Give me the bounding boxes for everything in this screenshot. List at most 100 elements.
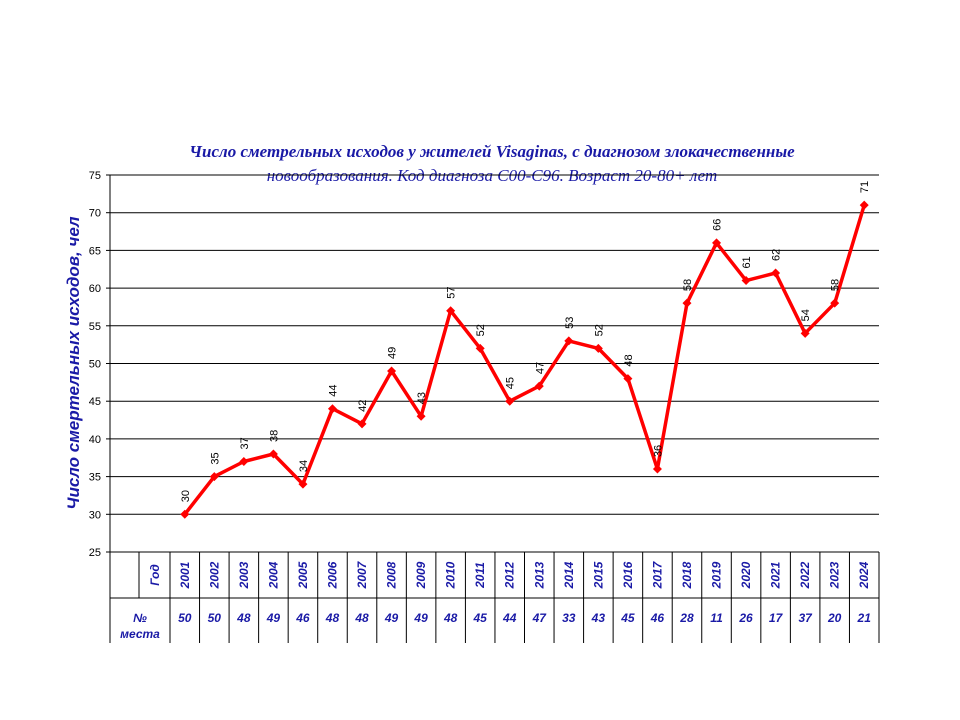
data-point-marker [534,381,544,391]
x-tick-label: 2017 [650,560,664,589]
y-tick-label: 75 [89,170,101,182]
y-tick-label: 25 [89,547,101,559]
x-tick-label: 2016 [621,561,635,589]
data-point-marker [239,457,249,467]
y-axis-label: Число смертельных исходов, чел [64,216,83,510]
series-line-path [183,204,866,516]
data-label: 53 [564,317,576,329]
x-tick-label: 2012 [503,561,517,589]
table-header-place-line2: места [120,627,160,641]
table-place-value: 46 [295,611,310,625]
chart-title: Число сметрельных исходов у жителей Visa… [189,142,795,161]
x-tick-label: 2022 [798,561,812,589]
table-place-value: 17 [769,611,784,625]
data-label: 48 [623,354,635,366]
data-point-marker [830,298,840,308]
data-label: 61 [741,256,753,268]
table-place-value: 28 [679,611,694,625]
data-point-marker [475,343,485,353]
x-tick-label: 2007 [355,560,369,589]
y-tick-label: 65 [89,245,101,257]
x-tick-label: 2018 [680,561,694,589]
y-tick-labels: 25 30 35 40 45 50 55 60 65 70 75 [89,170,101,559]
x-tick-label: 2006 [325,561,339,589]
data-label: 38 [268,430,280,442]
table-place-value: 49 [413,611,428,625]
table-place-value: 49 [266,611,281,625]
data-label: 30 [180,490,192,502]
data-label: 49 [387,347,399,359]
data-point-marker [209,472,219,482]
table-place-value: 44 [502,611,517,625]
data-label: 62 [771,249,783,261]
data-point-marker [416,411,426,421]
data-label: 34 [298,460,310,472]
table-header-place-line1: № [133,611,147,625]
x-tick-label: 2020 [739,561,753,589]
table-place-value: 33 [562,611,576,625]
data-point-marker [298,479,308,489]
table-place-value: 48 [354,611,369,625]
data-label: 52 [593,324,605,336]
table-place-value: 49 [384,611,399,625]
x-tick-label: 2001 [178,561,192,589]
table-place-value: 50 [178,611,192,625]
data-point-marker [859,200,869,210]
table-place-value: 11 [710,611,723,625]
table-place-value: 26 [738,611,753,625]
data-point-marker [387,366,397,376]
y-tick-label: 70 [89,208,101,220]
data-label: 66 [712,219,724,231]
table-place-value: 47 [532,611,548,625]
data-point-marker [771,268,781,278]
y-tick-label: 30 [89,509,101,521]
x-tick-label: 2004 [266,561,280,589]
table-place-value: 46 [650,611,665,625]
data-point-marker [652,464,662,474]
x-tick-label: 2005 [296,561,310,589]
data-point-marker [268,449,278,459]
data-point-marker [327,404,337,414]
x-tick-label: 2014 [562,561,576,589]
x-tick-label: 2009 [414,561,428,589]
y-tick-label: 50 [89,359,101,371]
x-tick-label: 2015 [591,561,605,589]
data-point-marker [593,343,603,353]
data-point-marker [623,374,633,384]
data-point-marker [180,509,190,519]
x-tick-label: 2008 [385,561,399,589]
data-label: 35 [209,452,221,464]
table-header-year: Год [148,564,162,586]
data-label: 57 [446,286,458,298]
data-label: 58 [830,279,842,291]
data-point-marker [357,419,367,429]
x-tick-label: 2021 [769,561,783,589]
data-point-marker [446,306,456,316]
x-tick-label: 2013 [532,561,546,589]
data-label: 36 [652,445,664,457]
data-table: Год № места 2001 50 2002 50 2003 48 2004 49 2005 46 2… [109,552,880,643]
data-label: 37 [239,437,251,449]
data-label: 45 [505,377,517,389]
gridlines [110,174,879,515]
series-line [180,200,869,519]
table-place-value: 48 [325,611,340,625]
data-point-marker [712,238,722,248]
x-tick-label: 2024 [857,561,871,589]
data-label: 47 [534,362,546,374]
data-label: 54 [800,309,812,321]
table-place-value: 45 [620,611,635,625]
y-tick-label: 35 [89,472,101,484]
data-labels: 30 35 37 38 34 44 42 49 43 57 52 45 47 53 52 48 36 58 66 61… [180,181,871,502]
y-tick-label: 60 [89,283,101,295]
x-tick-label: 2002 [207,561,221,589]
x-tick-label: 2019 [710,561,724,589]
x-tick-label: 2011 [473,562,487,589]
data-label: 43 [416,392,428,404]
table-place-value: 37 [798,611,813,625]
y-tick-label: 40 [89,434,101,446]
table-place-value: 45 [473,611,488,625]
table-place-value: 21 [857,611,872,625]
data-label: 58 [682,279,694,291]
